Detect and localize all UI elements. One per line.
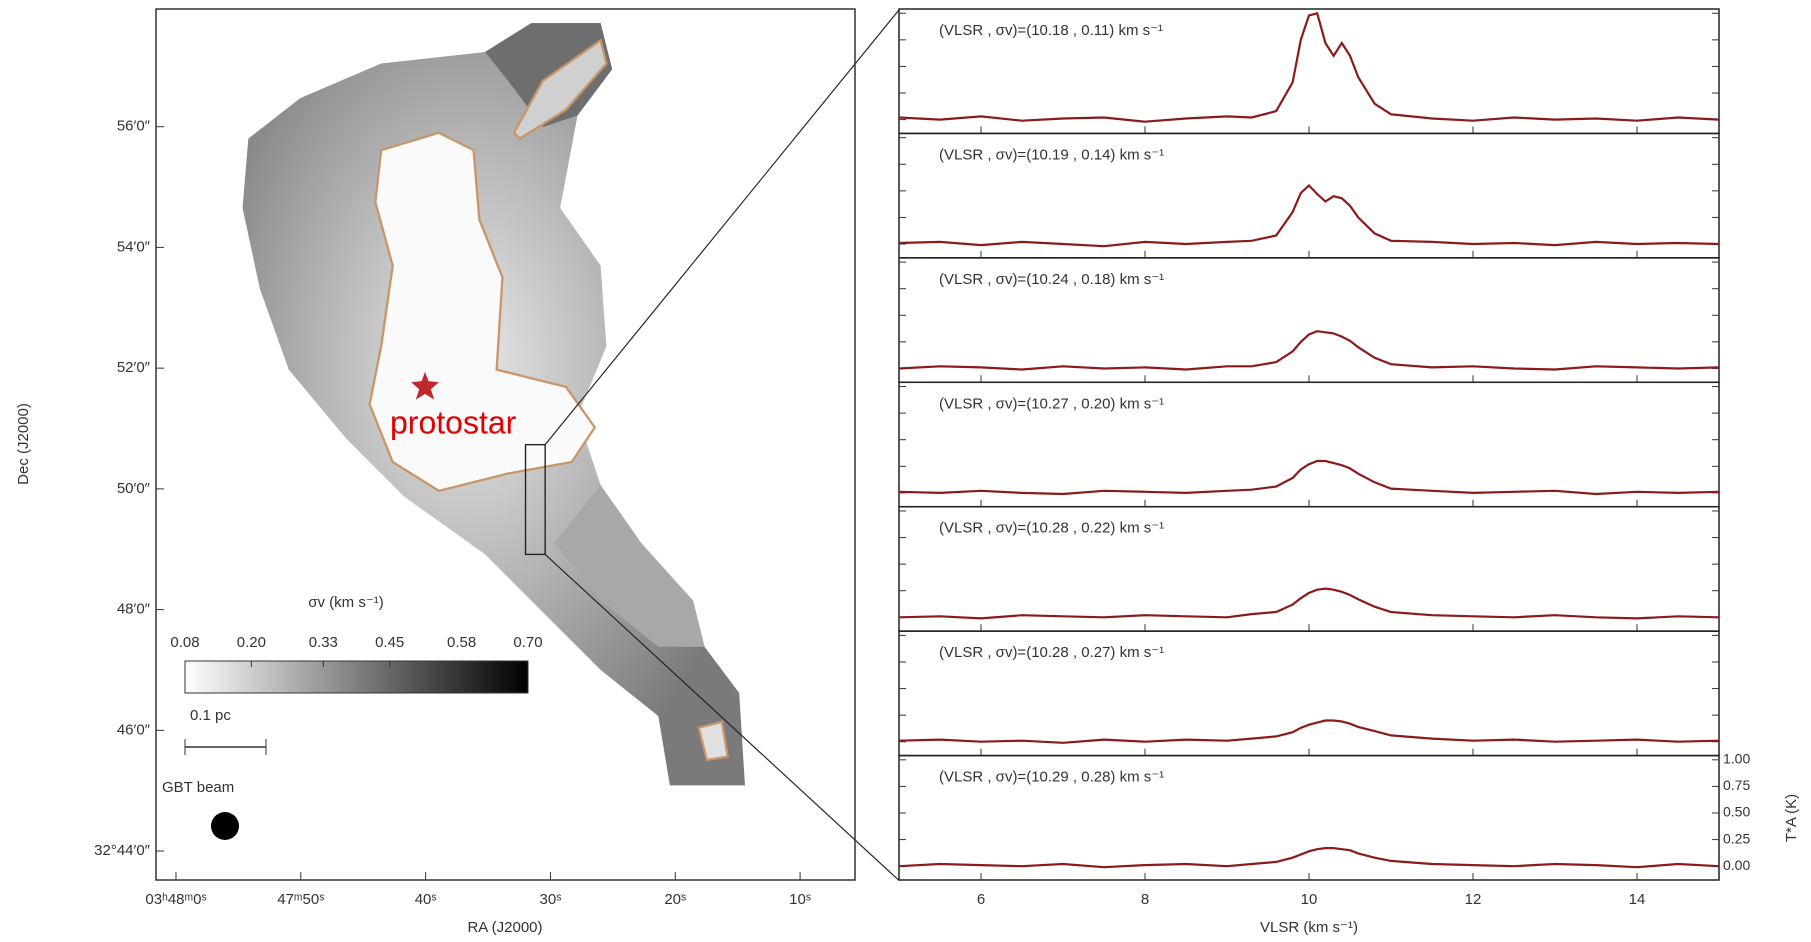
beam-label: GBT beam — [162, 779, 234, 796]
x-tick-label: 14 — [1629, 891, 1646, 908]
colorbar — [185, 661, 528, 693]
y-tick-label: 0.75 — [1723, 777, 1750, 793]
y-tick-label: 1.00 — [1723, 751, 1750, 767]
x-tick-label: 10 — [1301, 891, 1318, 908]
y-tick-label: 0.50 — [1723, 804, 1750, 820]
y-tick-label: 0.00 — [1723, 857, 1750, 873]
panel-annotation: (VLSR , σv)=(10.28 , 0.27) km s⁻¹ — [939, 644, 1164, 661]
spectrum-line — [899, 461, 1719, 494]
y-tick-label: 54′0″ — [117, 238, 151, 255]
panel-annotation: (VLSR , σv)=(10.28 , 0.22) km s⁻¹ — [939, 520, 1164, 537]
x-tick-label: 30ˢ — [540, 891, 562, 908]
x-tick-label: 12 — [1465, 891, 1482, 908]
x-tick-label: 6 — [977, 891, 985, 908]
y-tick-label: 46′0″ — [117, 721, 151, 738]
y-tick-label: 56′0″ — [117, 118, 151, 135]
spectrum-line — [899, 721, 1719, 743]
x-tick-label: 8 — [1141, 891, 1149, 908]
x-axis-label: VLSR (km s⁻¹) — [1260, 919, 1358, 936]
y-tick-label: 52′0″ — [117, 359, 151, 376]
y-tick-label: 50′0″ — [117, 480, 151, 497]
colorbar-label: σv (km s⁻¹) — [308, 594, 384, 611]
y-axis-label: Dec (J2000) — [15, 403, 32, 485]
spectrum-line — [899, 589, 1719, 619]
x-tick-label: 03ʰ48ᵐ0ˢ — [145, 891, 206, 908]
figure: protostar 0.1 pc GBT beam σv (km s⁻¹) RA… — [0, 0, 1811, 942]
panel-annotation: (VLSR , σv)=(10.29 , 0.28) km s⁻¹ — [939, 769, 1164, 786]
colorbar-tick-label: 0.45 — [375, 634, 404, 651]
x-tick-label: 10ˢ — [789, 891, 811, 908]
spectrum-line — [899, 331, 1719, 369]
map-image — [243, 10, 899, 880]
y-axis-label: T*A (K) — [1783, 794, 1800, 842]
colorbar-tick-label: 0.33 — [309, 634, 338, 651]
colorbar-tick-label: 0.20 — [237, 634, 266, 651]
colorbar-tick-label: 0.70 — [513, 634, 542, 651]
x-axis-label: RA (J2000) — [467, 919, 542, 936]
beam — [211, 812, 239, 840]
panel-annotation: (VLSR , σv)=(10.19 , 0.14) km s⁻¹ — [939, 146, 1164, 163]
spectrum-line — [899, 186, 1719, 247]
x-tick-label: 47ᵐ50ˢ — [277, 891, 324, 908]
y-tick-label: 32°44′0″ — [94, 842, 151, 859]
panel-annotation: (VLSR , σv)=(10.27 , 0.20) km s⁻¹ — [939, 395, 1164, 412]
x-tick-label: 40ˢ — [415, 891, 437, 908]
panel-annotation: (VLSR , σv)=(10.18 , 0.11) km s⁻¹ — [939, 22, 1163, 39]
y-tick-label: 0.25 — [1723, 830, 1750, 846]
scale-label: 0.1 pc — [190, 707, 231, 724]
x-tick-label: 20ˢ — [664, 891, 686, 908]
colorbar-tick-label: 0.58 — [447, 634, 476, 651]
panel-annotation: (VLSR , σv)=(10.24 , 0.18) km s⁻¹ — [939, 271, 1164, 288]
y-tick-label: 48′0″ — [117, 601, 151, 618]
spectrum-line — [899, 848, 1719, 867]
protostar-label: protostar — [390, 404, 517, 440]
colorbar-tick-label: 0.08 — [170, 634, 199, 651]
